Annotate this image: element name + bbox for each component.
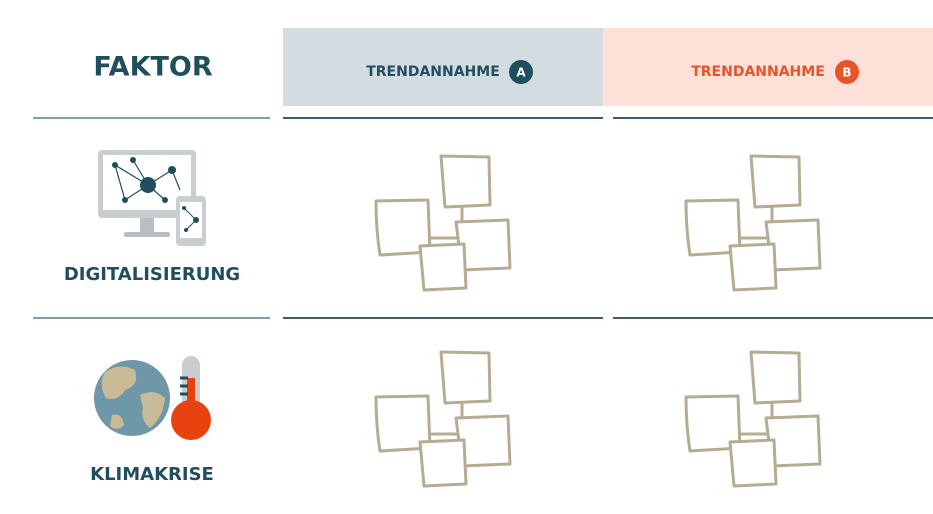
badge-a-text: A bbox=[516, 66, 526, 80]
badge-b-text: B bbox=[842, 66, 851, 80]
sticky-notes bbox=[684, 154, 822, 292]
column-b-bg bbox=[603, 28, 933, 106]
column-a-bg bbox=[283, 28, 603, 106]
sticky-notes bbox=[374, 154, 512, 292]
row-label: DIGITALISIERUNG bbox=[64, 264, 240, 285]
column-a-label: TRENDANNAHME bbox=[366, 64, 500, 80]
sticky-notes bbox=[374, 350, 512, 488]
separators bbox=[33, 117, 933, 319]
digital-icon bbox=[98, 150, 206, 246]
header-title: FAKTOR bbox=[93, 52, 213, 83]
badge-b bbox=[835, 60, 859, 84]
sticky-notes bbox=[684, 350, 822, 488]
badge-a bbox=[509, 60, 533, 84]
column-b-label: TRENDANNAHME bbox=[691, 64, 825, 80]
row-label: KLIMAKRISE bbox=[90, 464, 214, 485]
climate-icon bbox=[94, 356, 211, 440]
